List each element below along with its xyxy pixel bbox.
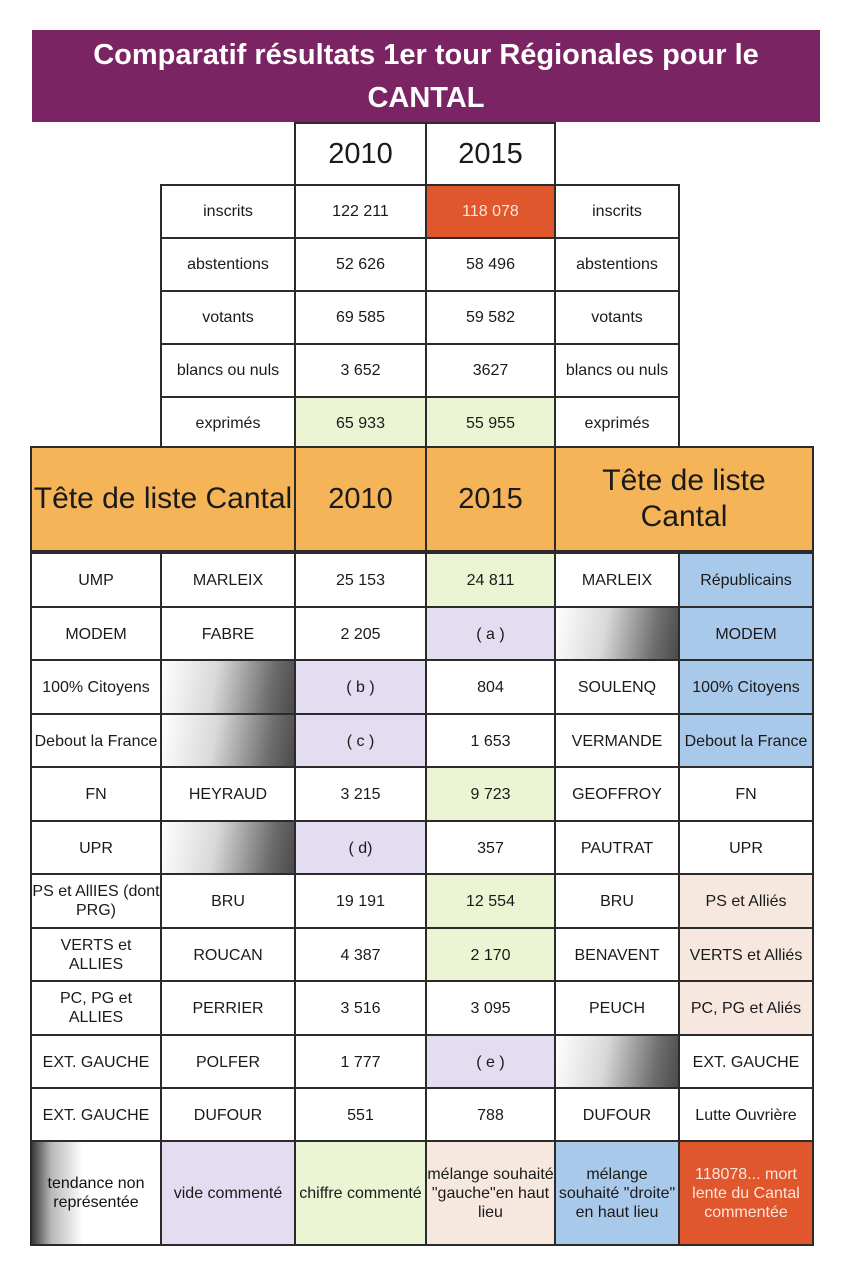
list-head-2010: HEYRAUD xyxy=(160,766,296,822)
list-header-2010: 2010 xyxy=(294,446,427,552)
party-2010: Debout la France xyxy=(30,713,162,769)
list-header-2015: 2015 xyxy=(425,446,556,552)
legend-chiffre: chiffre commenté xyxy=(294,1140,427,1246)
party-2010: MODEM xyxy=(30,606,162,662)
stat-label-right: blancs ou nuls xyxy=(554,343,680,398)
list-head-2015: MARLEIX xyxy=(554,552,680,608)
votes-2015: 804 xyxy=(425,659,556,715)
party-2010: PC, PG et ALLIES xyxy=(30,980,162,1036)
list-head-2010 xyxy=(160,820,296,876)
stat-value-2010: 69 585 xyxy=(294,290,427,345)
stat-label-right: inscrits xyxy=(554,184,680,239)
party-2015: PC, PG et Aliés xyxy=(678,980,814,1036)
stat-label-right: votants xyxy=(554,290,680,345)
list-head-2010 xyxy=(160,713,296,769)
stat-value-2010: 122 211 xyxy=(294,184,427,239)
legend-gauche: mélange souhaité "gauche"en haut lieu xyxy=(425,1140,556,1246)
party-2015: Républicains xyxy=(678,552,814,608)
stat-label-right: abstentions xyxy=(554,237,680,292)
legend-mort-lente: 118078... mort lente du Cantal commentée xyxy=(678,1140,814,1246)
list-head-2010: MARLEIX xyxy=(160,552,296,608)
list-head-2015: SOULENQ xyxy=(554,659,680,715)
list-head-2015 xyxy=(554,606,680,662)
list-header-right: Tête de liste Cantal xyxy=(554,446,814,552)
stat-label-left: abstentions xyxy=(160,237,296,292)
stat-value-2015: 55 955 xyxy=(425,396,556,451)
page-title: Comparatif résultats 1er tour Régionales… xyxy=(32,30,820,122)
votes-2010: ( c ) xyxy=(294,713,427,769)
list-head-2015: BRU xyxy=(554,873,680,929)
list-head-2010: PERRIER xyxy=(160,980,296,1036)
list-head-2010: FABRE xyxy=(160,606,296,662)
votes-2015: 1 653 xyxy=(425,713,556,769)
year-header-2010: 2010 xyxy=(294,122,427,186)
party-2015: 100% Citoyens xyxy=(678,659,814,715)
votes-2010: 25 153 xyxy=(294,552,427,608)
list-head-2015 xyxy=(554,1034,680,1090)
party-2015: VERTS et Alliés xyxy=(678,927,814,983)
stat-value-2015: 118 078 xyxy=(425,184,556,239)
party-2010: FN xyxy=(30,766,162,822)
legend-tendance: tendance non représentée xyxy=(30,1140,162,1246)
votes-2010: 19 191 xyxy=(294,873,427,929)
votes-2015: 12 554 xyxy=(425,873,556,929)
stat-value-2010: 3 652 xyxy=(294,343,427,398)
party-2010: 100% Citoyens xyxy=(30,659,162,715)
stat-label-right: exprimés xyxy=(554,396,680,451)
stat-label-left: inscrits xyxy=(160,184,296,239)
stat-value-2010: 52 626 xyxy=(294,237,427,292)
party-2015: Debout la France xyxy=(678,713,814,769)
list-head-2010 xyxy=(160,659,296,715)
party-2010: UPR xyxy=(30,820,162,876)
votes-2015: ( a ) xyxy=(425,606,556,662)
votes-2010: 4 387 xyxy=(294,927,427,983)
stat-value-2015: 59 582 xyxy=(425,290,556,345)
list-head-2015: BENAVENT xyxy=(554,927,680,983)
party-2010: VERTS et ALLIES xyxy=(30,927,162,983)
party-2010: EXT. GAUCHE xyxy=(30,1034,162,1090)
list-head-2010: ROUCAN xyxy=(160,927,296,983)
party-2015: UPR xyxy=(678,820,814,876)
stat-value-2015: 58 496 xyxy=(425,237,556,292)
list-head-2015: DUFOUR xyxy=(554,1087,680,1143)
party-2015: EXT. GAUCHE xyxy=(678,1034,814,1090)
legend-droite: mélange souhaité "droite" en haut lieu xyxy=(554,1140,680,1246)
votes-2015: 2 170 xyxy=(425,927,556,983)
stat-value-2010: 65 933 xyxy=(294,396,427,451)
votes-2015: ( e ) xyxy=(425,1034,556,1090)
stat-value-2015: 3627 xyxy=(425,343,556,398)
party-2015: MODEM xyxy=(678,606,814,662)
party-2015: FN xyxy=(678,766,814,822)
votes-2015: 9 723 xyxy=(425,766,556,822)
list-head-2010: POLFER xyxy=(160,1034,296,1090)
party-2010: UMP xyxy=(30,552,162,608)
list-head-2015: PEUCH xyxy=(554,980,680,1036)
party-2015: PS et Alliés xyxy=(678,873,814,929)
list-head-2015: VERMANDE xyxy=(554,713,680,769)
votes-2010: 3 215 xyxy=(294,766,427,822)
list-head-2015: PAUTRAT xyxy=(554,820,680,876)
votes-2015: 788 xyxy=(425,1087,556,1143)
list-header-left: Tête de liste Cantal xyxy=(30,446,296,552)
list-head-2010: BRU xyxy=(160,873,296,929)
votes-2010: ( b ) xyxy=(294,659,427,715)
votes-2010: 2 205 xyxy=(294,606,427,662)
votes-2015: 357 xyxy=(425,820,556,876)
votes-2010: 3 516 xyxy=(294,980,427,1036)
votes-2015: 24 811 xyxy=(425,552,556,608)
stat-label-left: votants xyxy=(160,290,296,345)
stat-label-left: exprimés xyxy=(160,396,296,451)
year-header-2015: 2015 xyxy=(425,122,556,186)
votes-2010: ( d) xyxy=(294,820,427,876)
list-head-2015: GEOFFROY xyxy=(554,766,680,822)
votes-2010: 551 xyxy=(294,1087,427,1143)
party-2010: EXT. GAUCHE xyxy=(30,1087,162,1143)
votes-2015: 3 095 xyxy=(425,980,556,1036)
party-2015: Lutte Ouvrière xyxy=(678,1087,814,1143)
legend-vide: vide commenté xyxy=(160,1140,296,1246)
votes-2010: 1 777 xyxy=(294,1034,427,1090)
list-head-2010: DUFOUR xyxy=(160,1087,296,1143)
stat-label-left: blancs ou nuls xyxy=(160,343,296,398)
party-2010: PS et AllIES (dont PRG) xyxy=(30,873,162,929)
